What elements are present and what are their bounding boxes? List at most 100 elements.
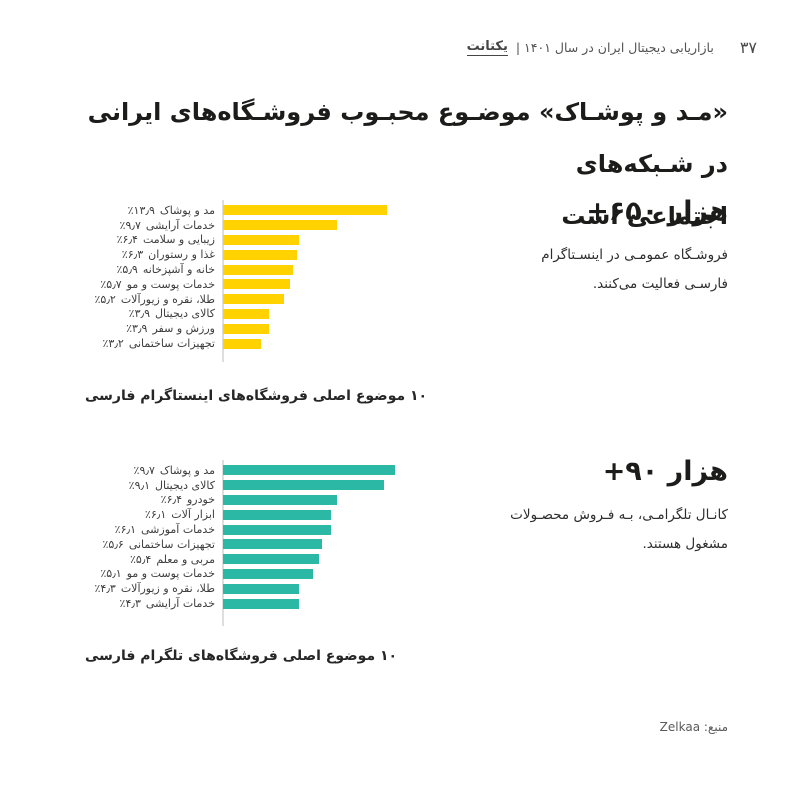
bar-category-label: ورزش و سفر xyxy=(152,322,215,336)
source-line: منبع: Zelkaa xyxy=(660,720,728,734)
chart-row: ٪۳٫۹ ورزش و سفر xyxy=(85,321,485,336)
bar-category-label: مربی و معلم xyxy=(156,552,215,566)
bar-category-label: خدمات آموزشی xyxy=(141,523,215,537)
bar-track xyxy=(223,234,299,245)
bar-value-label: ٪۵٫۴ xyxy=(130,552,152,566)
bar-label-cell: ٪۶٫۱ خدمات آموزشی xyxy=(85,523,215,536)
bar xyxy=(223,323,269,334)
instagram-chart-section: ٪۱۳٫۹ مد و پوشاک ٪۹٫۷ خدمات آرایشی ٪۶٫۴ زیبای… xyxy=(85,196,728,396)
bar xyxy=(223,494,337,505)
bar-track xyxy=(223,279,291,290)
bar xyxy=(223,234,299,245)
bar-category-label: خودرو xyxy=(186,493,215,507)
bar-value-label: ٪۹٫۷ xyxy=(119,218,141,232)
chart-row: ٪۵٫۹ خانه و آشپزخانه xyxy=(85,262,485,277)
running-header: بازاریابی دیجیتال ایران در سال ۱۴۰۱ | یک… xyxy=(466,39,714,56)
bar-category-label: خدمات پوست و مو xyxy=(126,567,215,581)
telegram-chart-caption: ۱۰ موضوع اصلی فروشگاه‌های تلگرام فارسی xyxy=(85,648,398,664)
bar-label-cell: ٪۵٫۲ طلا، نقره و زیورآلات xyxy=(85,293,215,306)
bar-value-label: ٪۶٫۱ xyxy=(144,508,167,522)
bar-value-label: ٪۶٫۴ xyxy=(116,233,138,247)
chart-row: ٪۶٫۱ خدمات آموزشی xyxy=(85,522,485,537)
bar-value-label: ٪۵٫۱ xyxy=(100,567,122,581)
bar xyxy=(223,264,293,275)
bar-value-label: ٪۵٫۶ xyxy=(102,537,124,551)
bar-track xyxy=(223,294,285,305)
bar-label-cell: ٪۵٫۴ مربی و معلم xyxy=(85,553,215,566)
bar-label-cell: ٪۶٫۴ خودرو xyxy=(85,493,215,506)
source-name: Zelkaa xyxy=(659,720,701,734)
bar-track xyxy=(223,539,323,550)
bar-category-label: زیبایی و سلامت xyxy=(142,233,215,247)
bar xyxy=(223,338,261,349)
bar-category-label: تجهیزات ساختمانی xyxy=(128,337,215,351)
bar-value-label: ٪۳٫۹ xyxy=(126,322,148,336)
bar-value-label: ٪۴٫۳ xyxy=(119,597,141,611)
chart-row: ٪۶٫۱ ابزار آلات xyxy=(85,507,485,522)
bar-value-label: ٪۳٫۹ xyxy=(128,307,150,321)
instagram-chart-caption: ۱۰ موضوع اصلی فروشگاه‌های اینستاگرام فار… xyxy=(85,388,428,404)
bar-label-cell: ٪۵٫۷ خدمات پوست و مو xyxy=(85,278,215,291)
bar-category-label: تجهیزات ساختمانی xyxy=(128,537,215,551)
chart-row: ٪۵٫۲ طلا، نقره و زیورآلات xyxy=(85,292,485,307)
bar-label-cell: ٪۴٫۳ خدمات آرایشی xyxy=(85,597,215,610)
bar xyxy=(223,583,300,594)
bar-track xyxy=(223,465,395,476)
bar-label-cell: ٪۹٫۱ کالای دیجیتال xyxy=(85,479,215,492)
bar-label-cell: ٪۹٫۷ مد و پوشاک xyxy=(85,464,215,477)
bar-value-label: ٪۵٫۹ xyxy=(116,263,138,277)
bar-label-cell: ٪۵٫۹ خانه و آشپزخانه xyxy=(85,263,215,276)
page-title-line2: اجتماعی است xyxy=(561,202,728,230)
bar-category-label: مد و پوشاک xyxy=(159,463,215,477)
bar-category-label: طلا، نقره و زیورآلات xyxy=(120,582,215,596)
bar-category-label: مد و پوشاک xyxy=(159,203,215,217)
bar-value-label: ٪۵٫۷ xyxy=(100,277,122,291)
page-title: «مـد و پوشـاک» موضـوع محبـوب فروشـگاه‌ها… xyxy=(82,86,728,242)
chart-row: ٪۳٫۲ تجهیزات ساختمانی xyxy=(85,336,485,351)
page-header: ۳۷ بازاریابی دیجیتال ایران در سال ۱۴۰۱ |… xyxy=(466,38,757,57)
bar xyxy=(223,524,332,535)
bar-value-label: ٪۹٫۱ xyxy=(128,478,150,492)
chart-row: ٪۶٫۴ خودرو xyxy=(85,493,485,508)
instagram-stat-value: +۶۵۰ هزار xyxy=(586,196,728,227)
bar xyxy=(223,220,338,231)
chart-row: ٪۶٫۳ غذا و رستوران xyxy=(85,247,485,262)
chart-row: ٪۹٫۷ خدمات آرایشی xyxy=(85,218,485,233)
bar-track xyxy=(223,308,269,319)
telegram-stat-block: +۹۰ هزار کانـال تلگرامـی، بـه فـروش محصـ… xyxy=(498,456,728,559)
telegram-stat-description: کانـال تلگرامـی، بـه فـروش محصـولات مشغو… xyxy=(510,507,728,552)
bar-track xyxy=(223,509,332,520)
bar-track xyxy=(223,524,332,535)
bar-track xyxy=(223,480,385,491)
bar-track xyxy=(223,554,319,565)
bar-track xyxy=(223,205,387,216)
chart-row: ٪۵٫۷ خدمات پوست و مو xyxy=(85,277,485,292)
chart-axis-line xyxy=(222,200,224,362)
bar-category-label: ابزار آلات xyxy=(171,508,215,522)
bar-value-label: ٪۳٫۲ xyxy=(102,337,124,351)
page-title-line1: «مـد و پوشـاک» موضـوع محبـوب فروشـگاه‌ها… xyxy=(87,98,728,178)
bar-category-label: خدمات پوست و مو xyxy=(126,277,215,291)
bar-label-cell: ٪۴٫۳ طلا، نقره و زیورآلات xyxy=(85,582,215,595)
bar xyxy=(223,480,385,491)
bar-label-cell: ٪۳٫۹ کالای دیجیتال xyxy=(85,307,215,320)
bar xyxy=(223,598,300,609)
chart-row: ٪۴٫۳ خدمات آرایشی xyxy=(85,596,485,611)
bar-value-label: ٪۱۳٫۹ xyxy=(127,203,155,217)
bar-track xyxy=(223,598,300,609)
chart-row: ٪۴٫۳ طلا، نقره و زیورآلات xyxy=(85,581,485,596)
bar xyxy=(223,205,387,216)
page-number: ۳۷ xyxy=(739,38,757,57)
bar-category-label: کالای دیجیتال xyxy=(154,478,215,492)
bar-value-label: ٪۴٫۳ xyxy=(94,582,116,596)
bar-label-cell: ٪۹٫۷ خدمات آرایشی xyxy=(85,219,215,232)
bar-track xyxy=(223,323,269,334)
source-label: منبع: xyxy=(703,720,728,734)
bar-category-label: غذا و رستوران xyxy=(148,248,215,262)
bar-label-cell: ٪۱۳٫۹ مد و پوشاک xyxy=(85,204,215,217)
bar-track xyxy=(223,338,261,349)
bar xyxy=(223,249,298,260)
bar-value-label: ٪۶٫۴ xyxy=(160,493,182,507)
bar-label-cell: ٪۳٫۲ تجهیزات ساختمانی xyxy=(85,337,216,351)
